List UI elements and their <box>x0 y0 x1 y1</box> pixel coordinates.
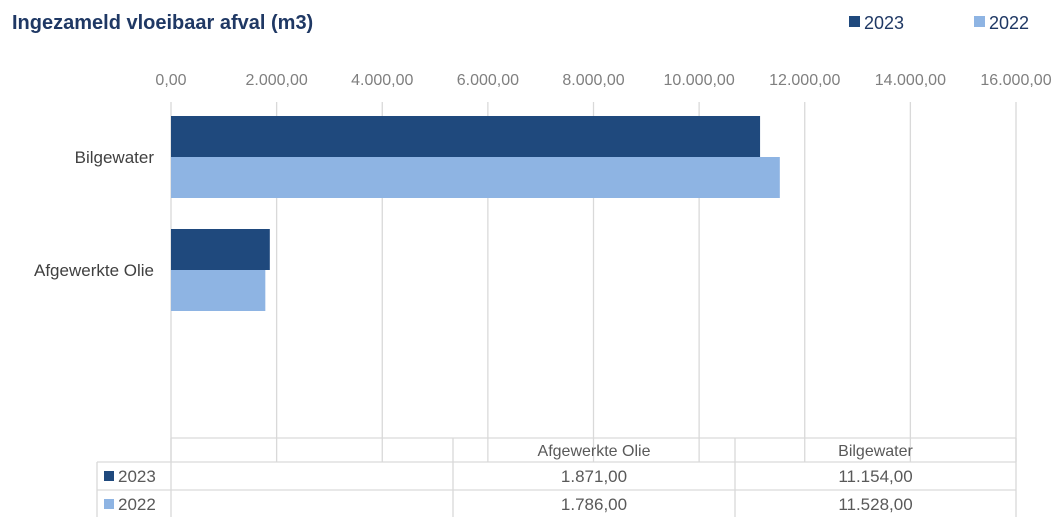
data-table: Afgewerkte Olie Bilgewater 2023 1.871,00 11.… <box>96 437 1017 517</box>
x-tick-label: 6.000,00 <box>457 72 519 89</box>
table-cell: 11.528,00 <box>838 495 912 514</box>
table-cell: 1.871,00 <box>561 467 627 486</box>
category-label: Afgewerkte Olie <box>34 261 154 280</box>
bar-2023-bilgewater <box>171 116 761 157</box>
x-tick-label: 14.000,00 <box>875 72 946 89</box>
table-column-header: Bilgewater <box>838 443 913 460</box>
x-tick-label: 10.000,00 <box>664 72 735 89</box>
table-cell: 1.786,00 <box>561 495 627 514</box>
x-tick-label: 8.000,00 <box>562 72 624 89</box>
x-tick-label: 0,00 <box>155 72 186 89</box>
table-series-label: 2023 <box>118 467 156 486</box>
chart-title: Ingezameld vloeibaar afval (m3) <box>12 12 313 34</box>
table-series-label: 2022 <box>118 495 156 514</box>
x-tick-label: 16.000,00 <box>980 72 1051 89</box>
legend-label-2023: 2023 <box>864 13 904 33</box>
legend-swatch-2023 <box>849 16 860 27</box>
bars <box>171 116 780 311</box>
table-series-swatch <box>104 471 114 481</box>
table-series-swatch <box>104 499 114 509</box>
category-label: Bilgewater <box>75 148 155 167</box>
x-tick-label: 4.000,00 <box>351 72 413 89</box>
table-cell: 11.154,00 <box>838 467 912 486</box>
bar-2023-afgewerkte-olie <box>171 229 270 270</box>
table-column-header: Afgewerkte Olie <box>538 443 651 460</box>
legend: 2023 2022 <box>849 13 1029 33</box>
legend-swatch-2022 <box>974 16 985 27</box>
bar-2022-afgewerkte-olie <box>171 270 266 311</box>
category-labels: Bilgewater Afgewerkte Olie <box>34 148 154 280</box>
x-tick-label: 12.000,00 <box>769 72 840 89</box>
bar-2022-bilgewater <box>171 157 780 198</box>
x-axis-ticks: 0,00 2.000,00 4.000,00 6.000,00 8.000,00 10.0… <box>155 72 1051 89</box>
x-tick-label: 2.000,00 <box>245 72 307 89</box>
legend-label-2022: 2022 <box>989 13 1029 33</box>
